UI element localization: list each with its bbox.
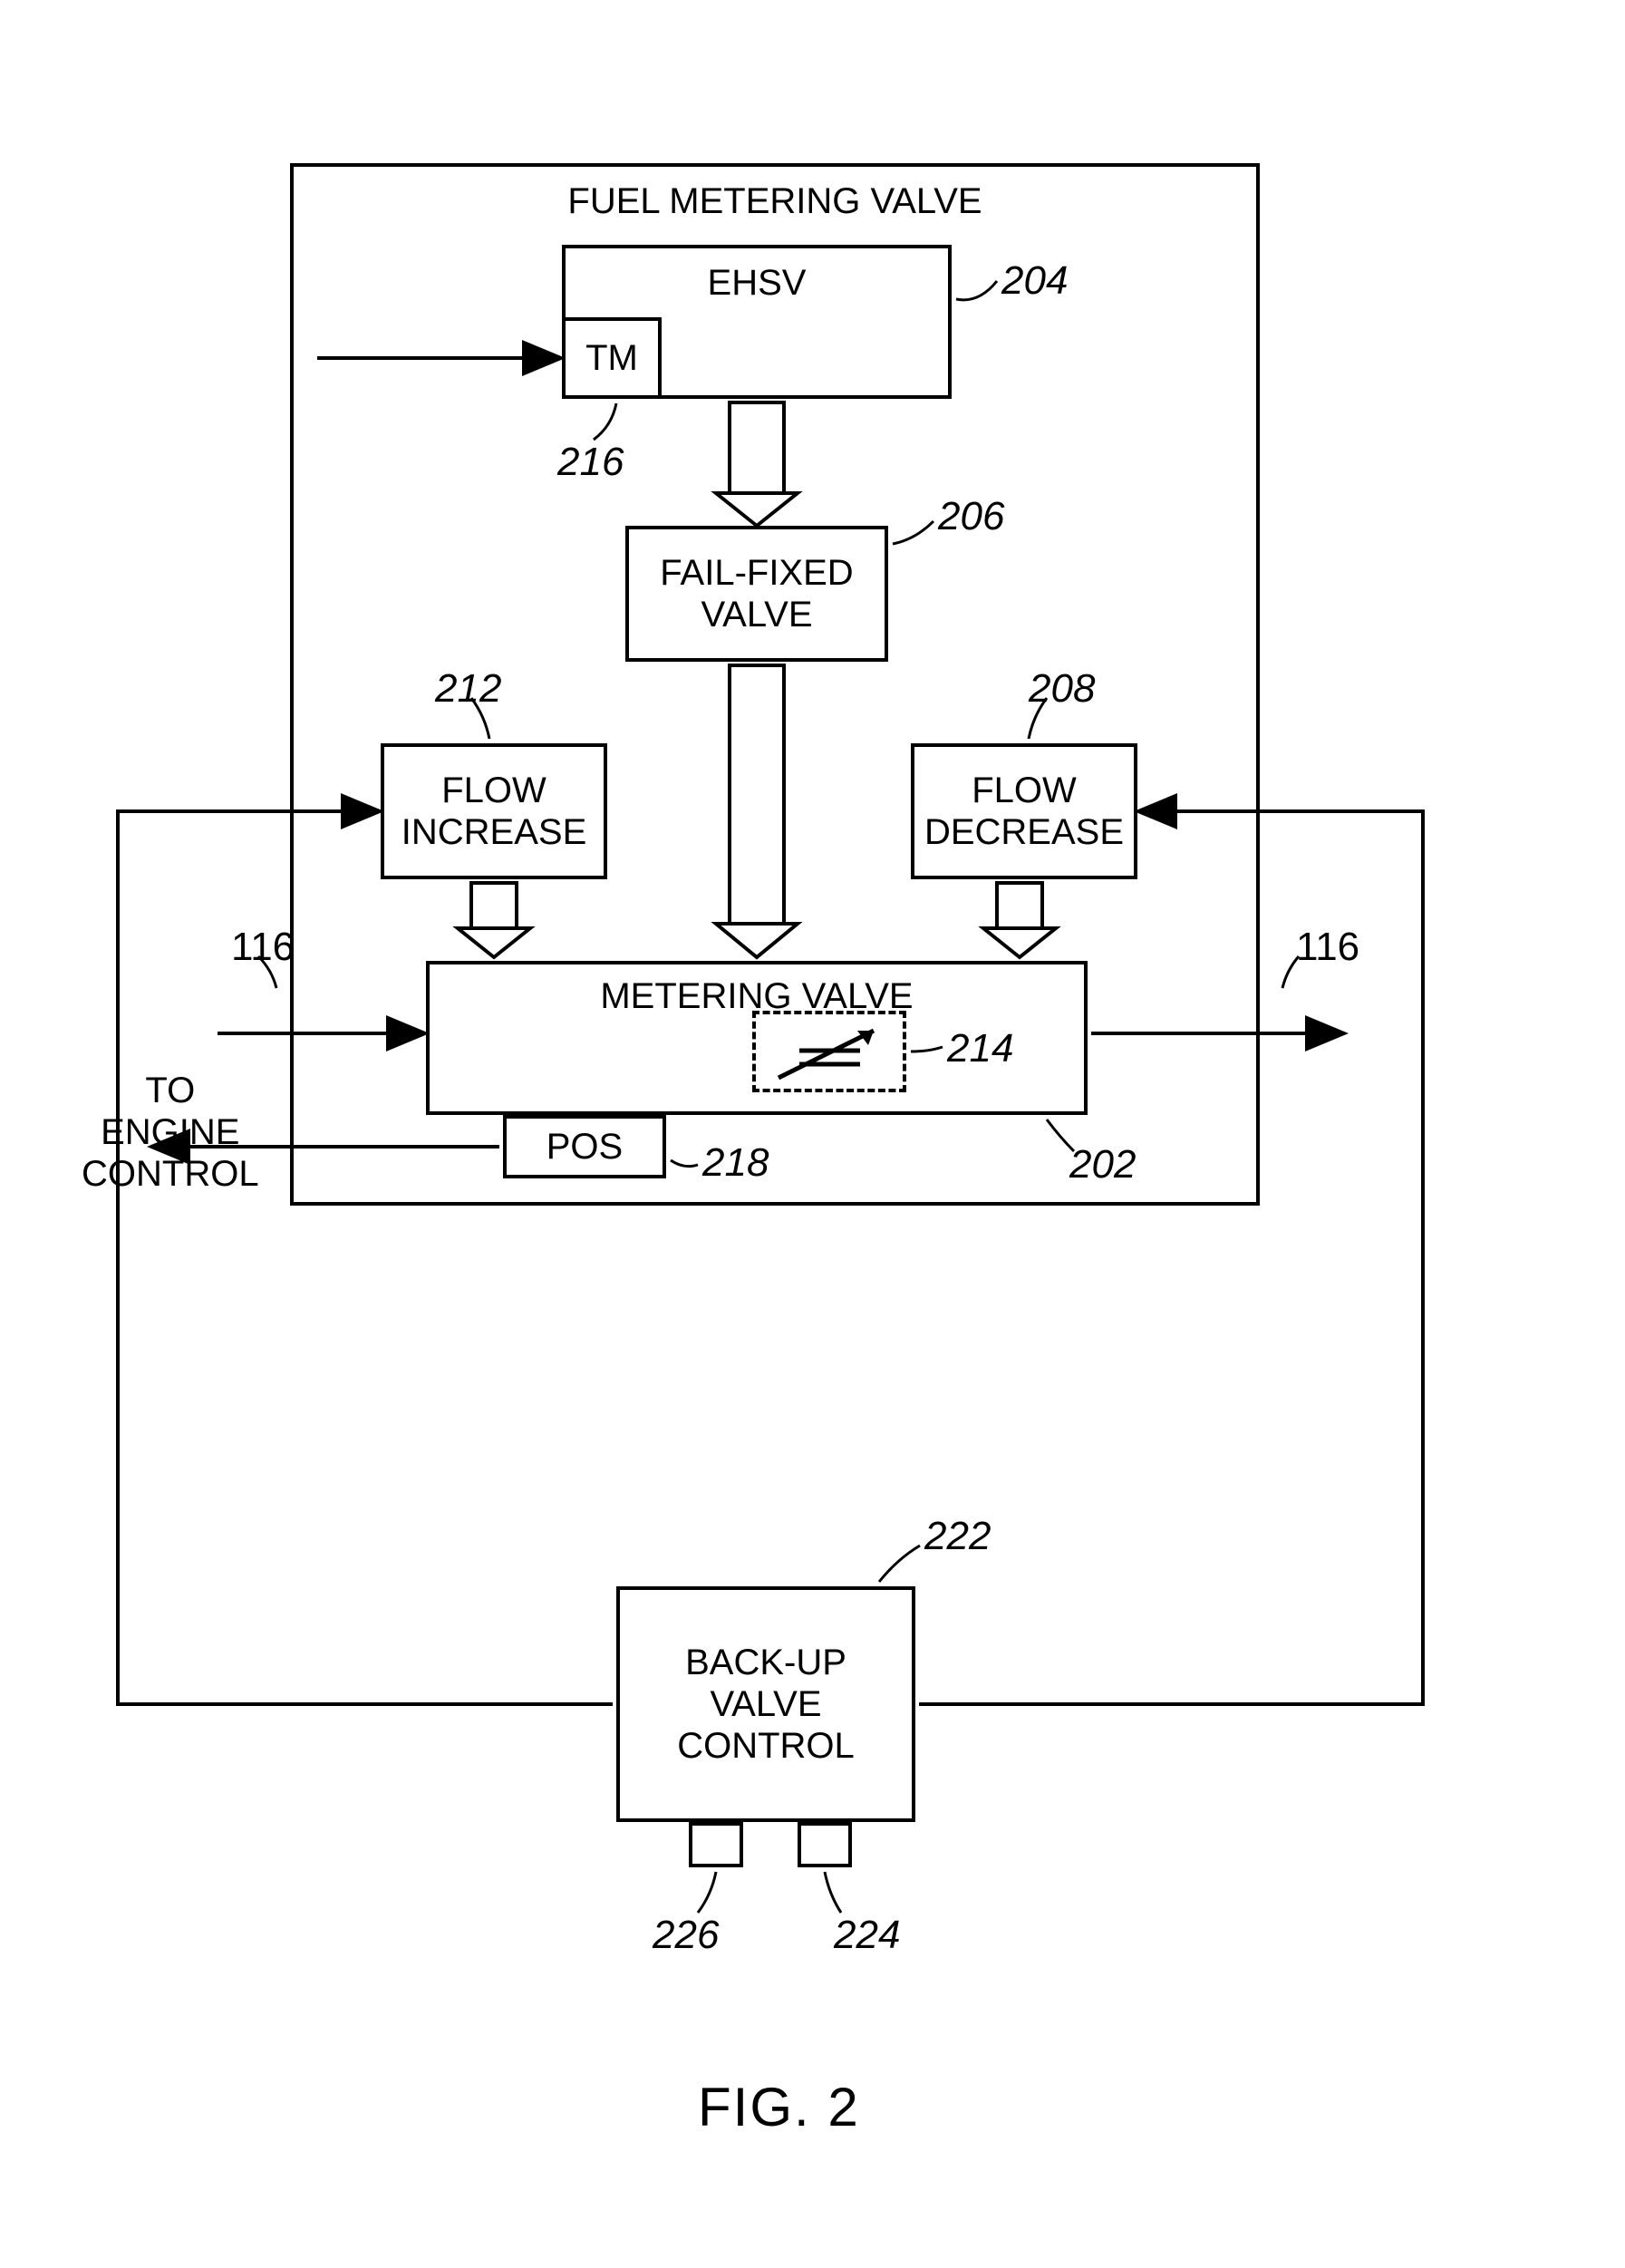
ref-208: 208 [1029,666,1095,712]
ref-206: 206 [938,494,1004,539]
ref-222: 222 [924,1514,991,1559]
ref-204: 204 [1001,258,1068,304]
ref-116-left: 116 [231,925,295,970]
ref-214: 214 [947,1026,1013,1071]
ref-216: 216 [557,440,624,485]
ref-202: 202 [1069,1142,1136,1187]
ref-218: 218 [702,1140,769,1186]
diagram-canvas: FUEL METERING VALVE EHSV TM FAIL-FIXED V… [0,0,1625,2268]
ref-224: 224 [834,1913,900,1958]
figure-label: FIG. 2 [698,2076,860,2138]
to-engine-label: TO ENGINE CONTROL [82,1070,259,1195]
ref-116-right: 116 [1296,925,1359,970]
ref-226: 226 [653,1913,719,1958]
ref-212: 212 [435,666,501,712]
